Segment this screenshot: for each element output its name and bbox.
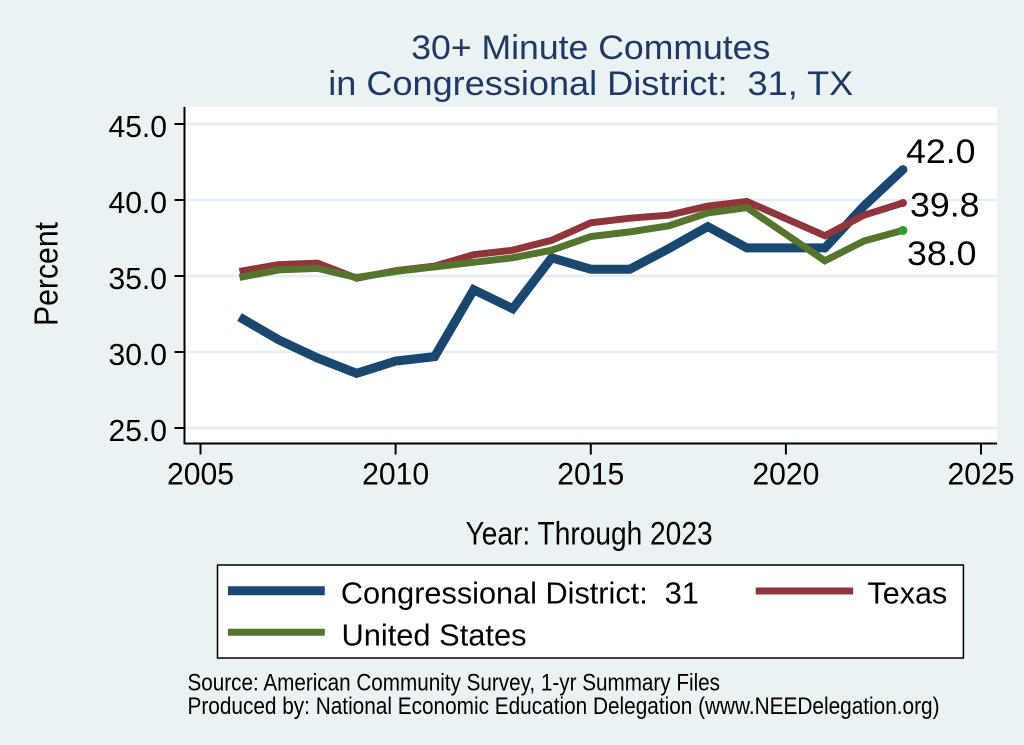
svg-text:30.0: 30.0 bbox=[109, 337, 168, 372]
svg-text:2010: 2010 bbox=[362, 455, 429, 491]
svg-text:35.0: 35.0 bbox=[109, 261, 168, 296]
svg-text:45.0: 45.0 bbox=[109, 109, 168, 144]
svg-text:United States: United States bbox=[342, 618, 527, 653]
svg-text:Produced by: National Economic: Produced by: National Economic Education… bbox=[188, 693, 940, 720]
svg-text:2025: 2025 bbox=[948, 455, 1015, 491]
svg-text:Source: American Community Sur: Source: American Community Survey, 1-yr … bbox=[188, 669, 721, 696]
svg-text:40.0: 40.0 bbox=[109, 185, 168, 220]
svg-text:42.0: 42.0 bbox=[906, 133, 976, 171]
svg-text:in Congressional District: 31: in Congressional District: 31, TX bbox=[328, 65, 853, 103]
svg-text:39.8: 39.8 bbox=[910, 187, 980, 225]
svg-text:Congressional District: 31: Congressional District: 31 bbox=[341, 576, 699, 611]
svg-text:2020: 2020 bbox=[752, 455, 819, 491]
svg-text:25.0: 25.0 bbox=[109, 413, 168, 448]
svg-text:Texas: Texas bbox=[868, 576, 948, 611]
svg-text:30+ Minute Commutes: 30+ Minute Commutes bbox=[411, 29, 770, 67]
svg-text:Percent: Percent bbox=[27, 222, 64, 326]
svg-text:38.0: 38.0 bbox=[907, 235, 977, 273]
svg-text:2005: 2005 bbox=[167, 455, 234, 491]
svg-text:Year: Through 2023: Year: Through 2023 bbox=[466, 516, 713, 552]
svg-text:2015: 2015 bbox=[557, 455, 624, 491]
